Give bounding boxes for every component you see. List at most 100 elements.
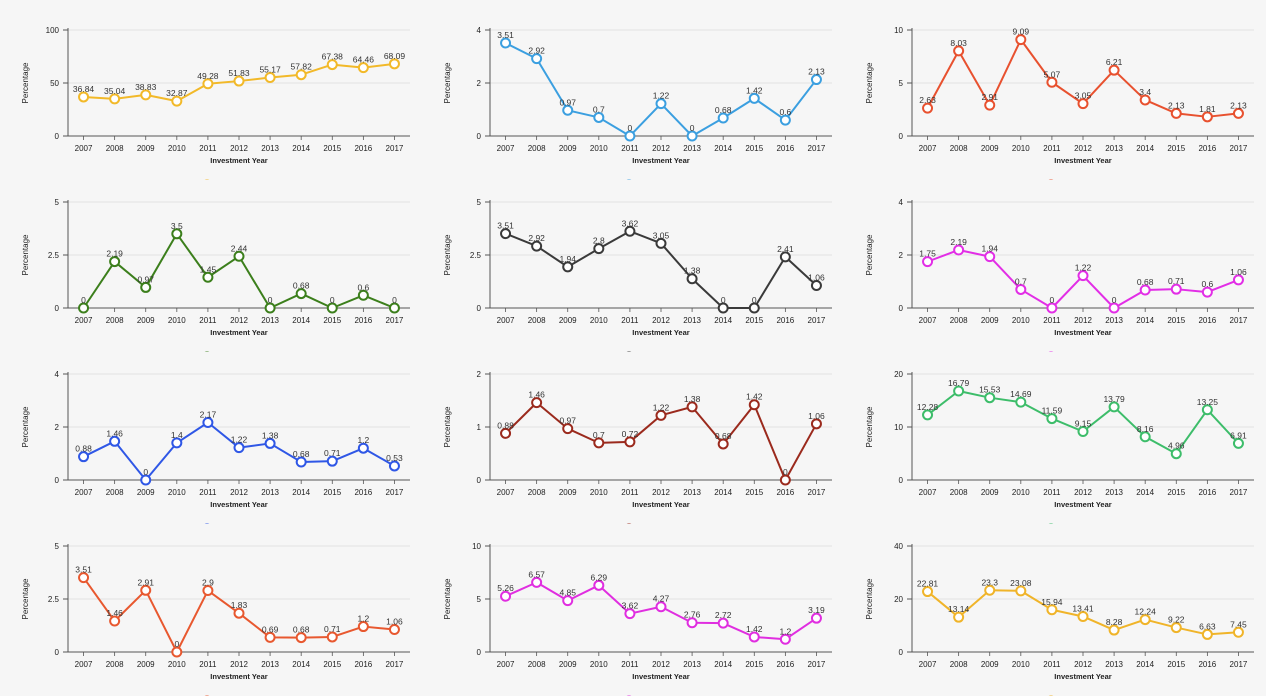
data-point[interactable] [109, 256, 121, 268]
data-point[interactable] [500, 427, 512, 439]
data-point[interactable] [922, 586, 934, 598]
data-point[interactable] [1015, 283, 1027, 295]
data-point[interactable] [202, 585, 214, 597]
data-point[interactable] [593, 579, 605, 591]
data-point[interactable] [140, 584, 152, 596]
data-point[interactable] [779, 633, 791, 645]
data-point[interactable] [748, 302, 760, 314]
data-point[interactable] [1170, 622, 1182, 634]
data-point[interactable] [171, 437, 183, 449]
data-point[interactable] [388, 58, 400, 70]
data-point[interactable] [686, 130, 698, 142]
data-point[interactable] [78, 572, 90, 584]
data-point[interactable] [500, 590, 512, 602]
data-point[interactable] [717, 302, 729, 314]
data-point[interactable] [562, 261, 574, 273]
data-point[interactable] [655, 237, 667, 249]
data-point[interactable] [78, 451, 90, 463]
data-point[interactable] [562, 104, 574, 116]
data-point[interactable] [1139, 614, 1151, 626]
data-point[interactable] [1015, 585, 1027, 597]
data-point[interactable] [1232, 107, 1244, 119]
data-point[interactable] [655, 601, 667, 613]
data-point[interactable] [810, 418, 822, 430]
data-point[interactable] [748, 631, 760, 643]
data-point[interactable] [171, 228, 183, 240]
data-point[interactable] [748, 92, 760, 104]
data-point[interactable] [593, 111, 605, 123]
data-point[interactable] [140, 474, 152, 486]
data-point[interactable] [78, 91, 90, 103]
data-point[interactable] [295, 456, 307, 468]
data-point[interactable] [140, 89, 152, 101]
data-point[interactable] [922, 102, 934, 114]
data-point[interactable] [1232, 626, 1244, 638]
data-point[interactable] [624, 225, 636, 237]
data-point[interactable] [562, 423, 574, 435]
data-point[interactable] [655, 98, 667, 110]
data-point[interactable] [1046, 604, 1058, 616]
data-point[interactable] [78, 302, 90, 314]
data-point[interactable] [388, 624, 400, 636]
data-point[interactable] [233, 442, 245, 454]
data-point[interactable] [810, 280, 822, 292]
data-point[interactable] [1201, 404, 1213, 416]
data-point[interactable] [326, 302, 338, 314]
data-point[interactable] [264, 72, 276, 84]
data-point[interactable] [1108, 302, 1120, 314]
data-point[interactable] [326, 631, 338, 643]
data-point[interactable] [326, 455, 338, 467]
data-point[interactable] [1046, 302, 1058, 314]
data-point[interactable] [233, 75, 245, 87]
data-point[interactable] [1046, 76, 1058, 88]
data-point[interactable] [357, 289, 369, 301]
data-point[interactable] [1232, 437, 1244, 449]
data-point[interactable] [1077, 610, 1089, 622]
data-point[interactable] [810, 612, 822, 624]
data-point[interactable] [1108, 401, 1120, 413]
data-point[interactable] [624, 130, 636, 142]
data-point[interactable] [1015, 396, 1027, 408]
data-point[interactable] [655, 409, 667, 421]
data-point[interactable] [717, 112, 729, 124]
data-point[interactable] [233, 250, 245, 262]
data-point[interactable] [1232, 274, 1244, 286]
data-point[interactable] [953, 45, 965, 57]
data-point[interactable] [531, 240, 543, 252]
data-point[interactable] [202, 271, 214, 283]
data-point[interactable] [984, 392, 996, 404]
data-point[interactable] [357, 62, 369, 74]
data-point[interactable] [109, 435, 121, 447]
data-point[interactable] [1077, 270, 1089, 282]
data-point[interactable] [264, 631, 276, 643]
data-point[interactable] [922, 409, 934, 421]
data-point[interactable] [295, 69, 307, 81]
data-point[interactable] [779, 474, 791, 486]
data-point[interactable] [1170, 107, 1182, 119]
data-point[interactable] [1201, 628, 1213, 640]
data-point[interactable] [984, 99, 996, 111]
data-point[interactable] [233, 607, 245, 619]
data-point[interactable] [202, 78, 214, 90]
data-point[interactable] [686, 401, 698, 413]
data-point[interactable] [779, 114, 791, 126]
data-point[interactable] [562, 595, 574, 607]
data-point[interactable] [531, 397, 543, 409]
data-point[interactable] [1139, 94, 1151, 106]
data-point[interactable] [686, 273, 698, 285]
data-point[interactable] [1108, 64, 1120, 76]
data-point[interactable] [500, 37, 512, 49]
data-point[interactable] [1108, 624, 1120, 636]
data-point[interactable] [953, 244, 965, 256]
data-point[interactable] [1139, 284, 1151, 296]
data-point[interactable] [1077, 426, 1089, 438]
data-point[interactable] [779, 251, 791, 263]
data-point[interactable] [922, 256, 934, 268]
data-point[interactable] [953, 611, 965, 623]
data-point[interactable] [357, 621, 369, 633]
data-point[interactable] [171, 646, 183, 658]
data-point[interactable] [1077, 98, 1089, 110]
data-point[interactable] [593, 243, 605, 255]
data-point[interactable] [984, 584, 996, 596]
data-point[interactable] [1139, 431, 1151, 443]
